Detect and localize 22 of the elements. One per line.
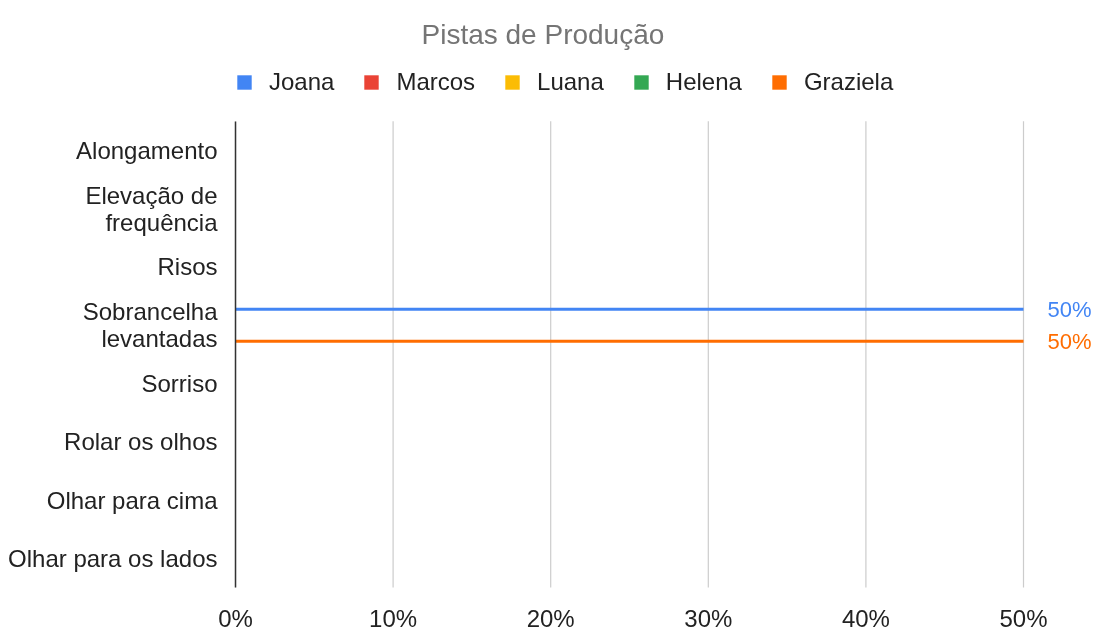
x-tick-label: 30% [684,604,733,630]
x-tick-label: 0% [218,604,253,630]
y-tick-label: Olhar para cima [46,486,219,514]
legend-label: Graziela [803,68,894,96]
legend-label: Helena [665,68,742,96]
x-tick-label: 20% [526,604,575,630]
x-tick-label: 10% [369,604,418,630]
x-tick-label: 40% [841,604,890,630]
legend-label: Joana [269,68,335,96]
y-tick-label: Alongamento [76,136,218,164]
x-tick-label: 50% [999,604,1048,630]
y-tick-label: Sorriso [141,370,218,398]
legend-label: Luana [537,68,604,96]
data-label: 50% [1047,296,1092,322]
y-tick-label: Sobrancelha levantadas [82,298,219,353]
y-tick-label: Rolar os olhos [64,428,218,456]
y-tick-label: Olhar para os lados [8,544,218,572]
chart-title: Pistas de Produção [421,18,665,50]
legend-label: Marcos [396,68,476,96]
data-label: 50% [1047,328,1092,354]
y-tick-label: Elevação de frequência [85,181,219,236]
y-tick-label: Risos [157,253,218,281]
